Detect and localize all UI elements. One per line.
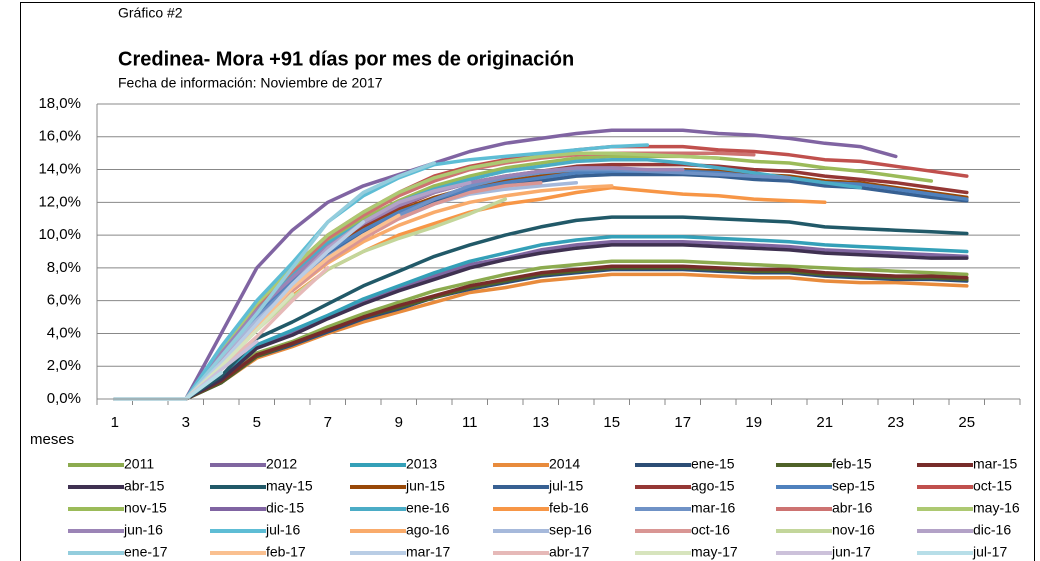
legend-label: jun-16 bbox=[123, 522, 163, 538]
legend-label: feb-15 bbox=[832, 456, 872, 472]
legend-label: mar-17 bbox=[406, 544, 451, 560]
legend-label: 2011 bbox=[124, 456, 154, 472]
legend-label: abr-16 bbox=[832, 500, 873, 516]
legend-label: feb-17 bbox=[266, 544, 306, 560]
x-tick-label: 19 bbox=[745, 414, 762, 431]
x-tick-label: 13 bbox=[532, 414, 549, 431]
series-line bbox=[113, 128, 898, 401]
legend-label: 2012 bbox=[266, 456, 297, 472]
legend-label: nov-15 bbox=[124, 500, 167, 516]
y-tick-label: 14,0% bbox=[38, 161, 81, 178]
legend-label: oct-16 bbox=[691, 522, 730, 538]
chart-subtitle: Fecha de información: Noviembre de 2017 bbox=[118, 75, 383, 91]
y-tick-label: 10,0% bbox=[38, 226, 81, 243]
legend-label: feb-16 bbox=[549, 500, 589, 516]
legend-label: dic-16 bbox=[973, 522, 1011, 538]
legend-label: may-15 bbox=[266, 478, 313, 494]
legend-label: ene-15 bbox=[691, 456, 735, 472]
x-tick-label: 23 bbox=[887, 414, 904, 431]
x-tick-label: 17 bbox=[674, 414, 691, 431]
legend-label: may-16 bbox=[973, 500, 1020, 516]
legend-label: jul-17 bbox=[972, 544, 1007, 560]
x-tick-label: 11 bbox=[462, 414, 478, 431]
series-line bbox=[113, 264, 969, 401]
x-tick-label: 1 bbox=[111, 414, 119, 431]
legend-label: abr-15 bbox=[124, 478, 165, 494]
legend-label: mar-16 bbox=[691, 500, 736, 516]
legend-label: jul-15 bbox=[548, 478, 583, 494]
x-tick-label: 7 bbox=[324, 414, 332, 431]
x-tick-label: 25 bbox=[958, 414, 975, 431]
legend-label: sep-15 bbox=[832, 478, 875, 494]
legend-label: jun-17 bbox=[831, 544, 871, 560]
y-tick-label: 12,0% bbox=[38, 193, 81, 210]
y-tick-label: 18,0% bbox=[38, 95, 81, 112]
y-tick-label: 6,0% bbox=[47, 292, 81, 309]
y-tick-label: 4,0% bbox=[47, 324, 81, 341]
y-tick-label: 2,0% bbox=[47, 357, 81, 374]
y-tick-label: 8,0% bbox=[47, 259, 81, 276]
y-tick-label: 16,0% bbox=[38, 128, 81, 145]
legend-label: jul-16 bbox=[265, 522, 300, 538]
legend-label: may-17 bbox=[691, 544, 738, 560]
legend-label: ago-16 bbox=[406, 522, 450, 538]
legend-label: sep-16 bbox=[549, 522, 592, 538]
y-tick-label: 0,0% bbox=[47, 390, 81, 407]
x-axis-label: meses bbox=[30, 431, 74, 448]
chart-kicker: Gráfico #2 bbox=[118, 5, 183, 21]
x-tick-label: 5 bbox=[253, 414, 261, 431]
legend-label: ago-15 bbox=[691, 478, 735, 494]
legend-label: 2013 bbox=[406, 456, 437, 472]
legend-label: abr-17 bbox=[549, 544, 590, 560]
legend-label: 2014 bbox=[549, 456, 580, 472]
x-tick-label: 3 bbox=[182, 414, 190, 431]
legend-label: ene-16 bbox=[406, 500, 450, 516]
legend-label: mar-15 bbox=[973, 456, 1018, 472]
chart-title: Credinea- Mora +91 días por mes de origi… bbox=[118, 48, 574, 70]
x-tick-label: 9 bbox=[395, 414, 403, 431]
x-tick-label: 21 bbox=[816, 414, 833, 431]
series-line bbox=[113, 243, 969, 401]
x-tick-label: 15 bbox=[603, 414, 620, 431]
legend-label: oct-15 bbox=[973, 478, 1012, 494]
series-line bbox=[113, 143, 650, 401]
legend-label: dic-15 bbox=[266, 500, 304, 516]
legend-label: ene-17 bbox=[124, 544, 168, 560]
series-line bbox=[113, 235, 969, 401]
legend-label: nov-16 bbox=[832, 522, 875, 538]
legend-label: jun-15 bbox=[405, 478, 445, 494]
